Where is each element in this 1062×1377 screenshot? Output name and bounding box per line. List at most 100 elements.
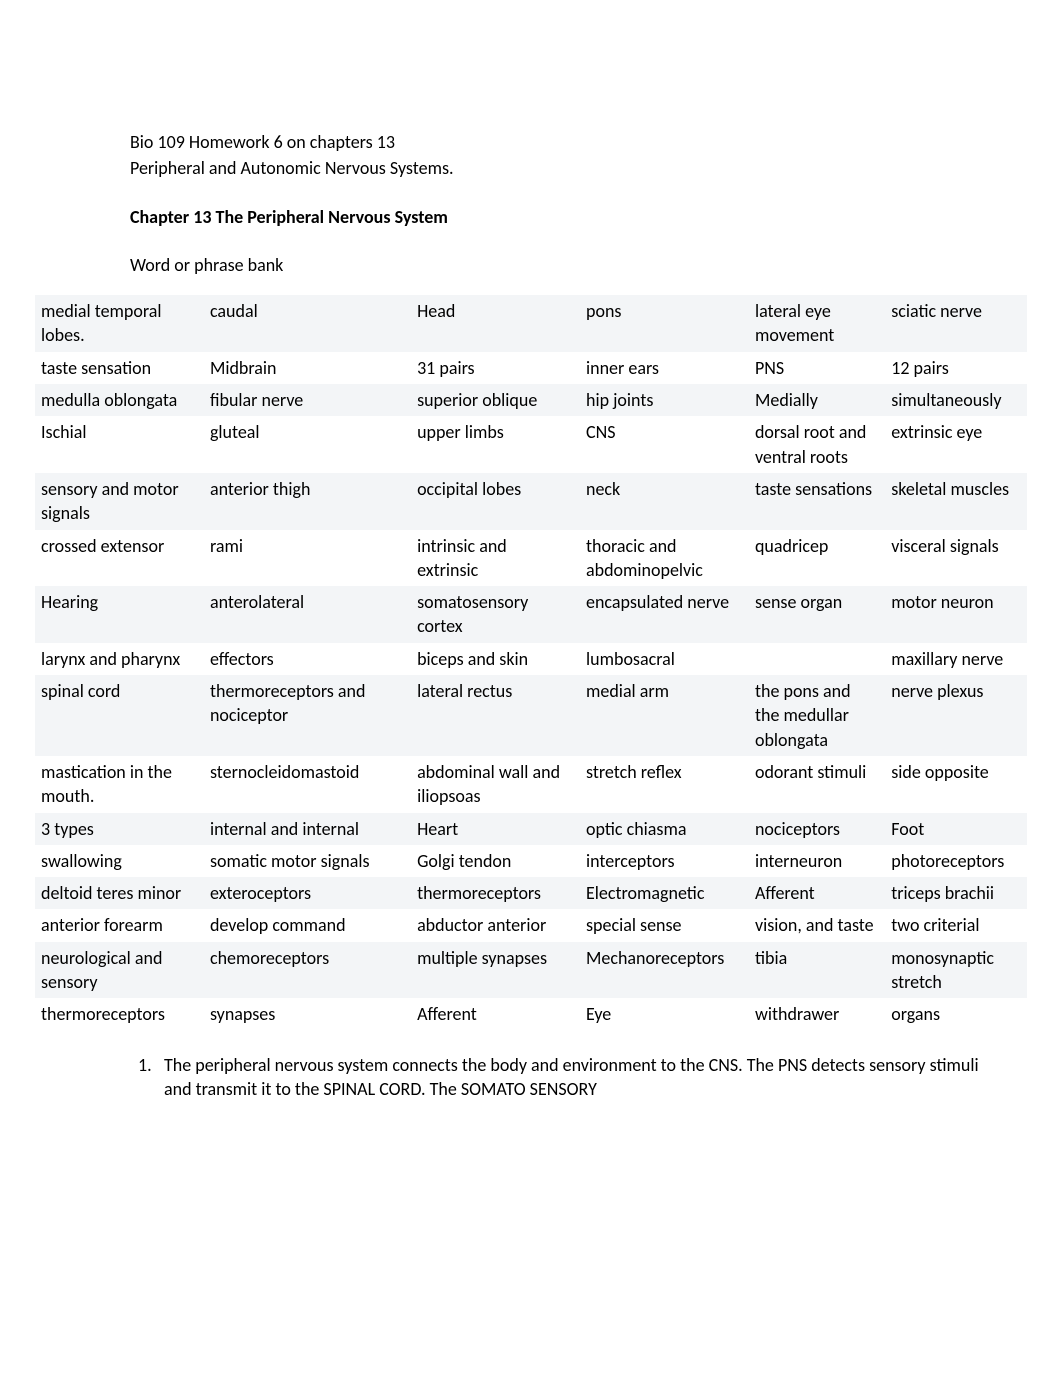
table-cell: medial temporal lobes. — [35, 295, 204, 352]
table-cell: side opposite — [885, 756, 1027, 813]
table-cell: crossed extensor — [35, 530, 204, 587]
table-cell: Mechanoreceptors — [580, 942, 749, 999]
table-cell: internal and internal — [204, 813, 411, 845]
table-cell: Eye — [580, 998, 749, 1030]
table-cell: occipital lobes — [411, 473, 580, 530]
table-cell: intrinsic and extrinsic — [411, 530, 580, 587]
table-cell: monosynaptic stretch — [885, 942, 1027, 999]
table-cell: rami — [204, 530, 411, 587]
table-cell: sciatic nerve — [885, 295, 1027, 352]
table-cell: maxillary nerve — [885, 643, 1027, 675]
table-cell: somatosensory cortex — [411, 586, 580, 643]
table-cell: 12 pairs — [885, 352, 1027, 384]
table-cell: triceps brachii — [885, 877, 1027, 909]
table-row: Ischialglutealupper limbsCNSdorsal root … — [35, 416, 1027, 473]
table-cell: Ischial — [35, 416, 204, 473]
table-cell: exteroceptors — [204, 877, 411, 909]
table-cell: vision, and taste — [749, 909, 885, 941]
table-cell: extrinsic eye — [885, 416, 1027, 473]
table-cell: thermoreceptors — [411, 877, 580, 909]
paragraph-text: The peripheral nervous system connects t… — [164, 1053, 1007, 1102]
header-block: Bio 109 Homework 6 on chapters 13 Periph… — [35, 130, 1027, 181]
table-cell: spinal cord — [35, 675, 204, 756]
table-cell: neck — [580, 473, 749, 530]
header-line-2: Peripheral and Autonomic Nervous Systems… — [130, 156, 1027, 180]
table-cell: inner ears — [580, 352, 749, 384]
table-cell: PNS — [749, 352, 885, 384]
table-cell: medulla oblongata — [35, 384, 204, 416]
table-cell: thoracic and abdominopelvic — [580, 530, 749, 587]
table-cell: taste sensation — [35, 352, 204, 384]
word-bank-table: medial temporal lobes.caudalHeadponslate… — [35, 295, 1027, 1030]
table-cell — [749, 643, 885, 675]
table-cell: neurological and sensory — [35, 942, 204, 999]
table-cell: sensory and motor signals — [35, 473, 204, 530]
table-row: deltoid teres minorexteroceptorsthermore… — [35, 877, 1027, 909]
table-cell: CNS — [580, 416, 749, 473]
table-cell: Heart — [411, 813, 580, 845]
table-cell: anterior forearm — [35, 909, 204, 941]
table-cell: photoreceptors — [885, 845, 1027, 877]
table-cell: Golgi tendon — [411, 845, 580, 877]
table-cell: sense organ — [749, 586, 885, 643]
table-cell: organs — [885, 998, 1027, 1030]
table-cell: anterior thigh — [204, 473, 411, 530]
table-row: taste sensationMidbrain31 pairsinner ear… — [35, 352, 1027, 384]
table-cell: two criterial — [885, 909, 1027, 941]
table-row: larynx and pharynxeffectorsbiceps and sk… — [35, 643, 1027, 675]
table-cell: thermoreceptors — [35, 998, 204, 1030]
table-cell: lumbosacral — [580, 643, 749, 675]
table-cell: motor neuron — [885, 586, 1027, 643]
table-cell: Afferent — [411, 998, 580, 1030]
table-row: crossed extensorramiintrinsic and extrin… — [35, 530, 1027, 587]
paragraph-block: 1. The peripheral nervous system connect… — [35, 1053, 1027, 1102]
table-cell: taste sensations — [749, 473, 885, 530]
table-cell: pons — [580, 295, 749, 352]
table-cell: medial arm — [580, 675, 749, 756]
table-cell: optic chiasma — [580, 813, 749, 845]
table-cell: the pons and the medullar oblongata — [749, 675, 885, 756]
table-cell: lateral rectus — [411, 675, 580, 756]
table-cell: withdrawer — [749, 998, 885, 1030]
table-cell: upper limbs — [411, 416, 580, 473]
table-cell: superior oblique — [411, 384, 580, 416]
table-cell: effectors — [204, 643, 411, 675]
table-cell: nociceptors — [749, 813, 885, 845]
table-cell: encapsulated nerve — [580, 586, 749, 643]
table-cell: somatic motor signals — [204, 845, 411, 877]
table-cell: special sense — [580, 909, 749, 941]
table-cell: simultaneously — [885, 384, 1027, 416]
table-cell: interceptors — [580, 845, 749, 877]
table-cell: lateral eye movement — [749, 295, 885, 352]
table-cell: anterolateral — [204, 586, 411, 643]
table-cell: gluteal — [204, 416, 411, 473]
table-row: spinal cordthermoreceptors and nocicepto… — [35, 675, 1027, 756]
table-cell: 3 types — [35, 813, 204, 845]
table-cell: Electromagnetic — [580, 877, 749, 909]
table-cell: caudal — [204, 295, 411, 352]
table-cell: Head — [411, 295, 580, 352]
table-row: anterior forearmdevelop commandabductor … — [35, 909, 1027, 941]
table-cell: skeletal muscles — [885, 473, 1027, 530]
table-cell: Hearing — [35, 586, 204, 643]
table-cell: Medially — [749, 384, 885, 416]
table-cell: Midbrain — [204, 352, 411, 384]
table-cell: larynx and pharynx — [35, 643, 204, 675]
table-cell: swallowing — [35, 845, 204, 877]
table-cell: abdominal wall and iliopsoas — [411, 756, 580, 813]
table-cell: synapses — [204, 998, 411, 1030]
table-row: neurological and sensorychemoreceptorsmu… — [35, 942, 1027, 999]
table-row: sensory and motor signalsanterior thigho… — [35, 473, 1027, 530]
table-cell: tibia — [749, 942, 885, 999]
table-cell: fibular nerve — [204, 384, 411, 416]
table-cell: visceral signals — [885, 530, 1027, 587]
table-row: Hearinganterolateralsomatosensory cortex… — [35, 586, 1027, 643]
table-cell: quadricep — [749, 530, 885, 587]
table-row: medial temporal lobes.caudalHeadponslate… — [35, 295, 1027, 352]
table-cell: dorsal root and ventral roots — [749, 416, 885, 473]
table-row: swallowingsomatic motor signalsGolgi ten… — [35, 845, 1027, 877]
table-cell: chemoreceptors — [204, 942, 411, 999]
table-row: thermoreceptorssynapsesAfferentEyewithdr… — [35, 998, 1027, 1030]
table-cell: odorant stimuli — [749, 756, 885, 813]
word-bank-body: medial temporal lobes.caudalHeadponslate… — [35, 295, 1027, 1030]
